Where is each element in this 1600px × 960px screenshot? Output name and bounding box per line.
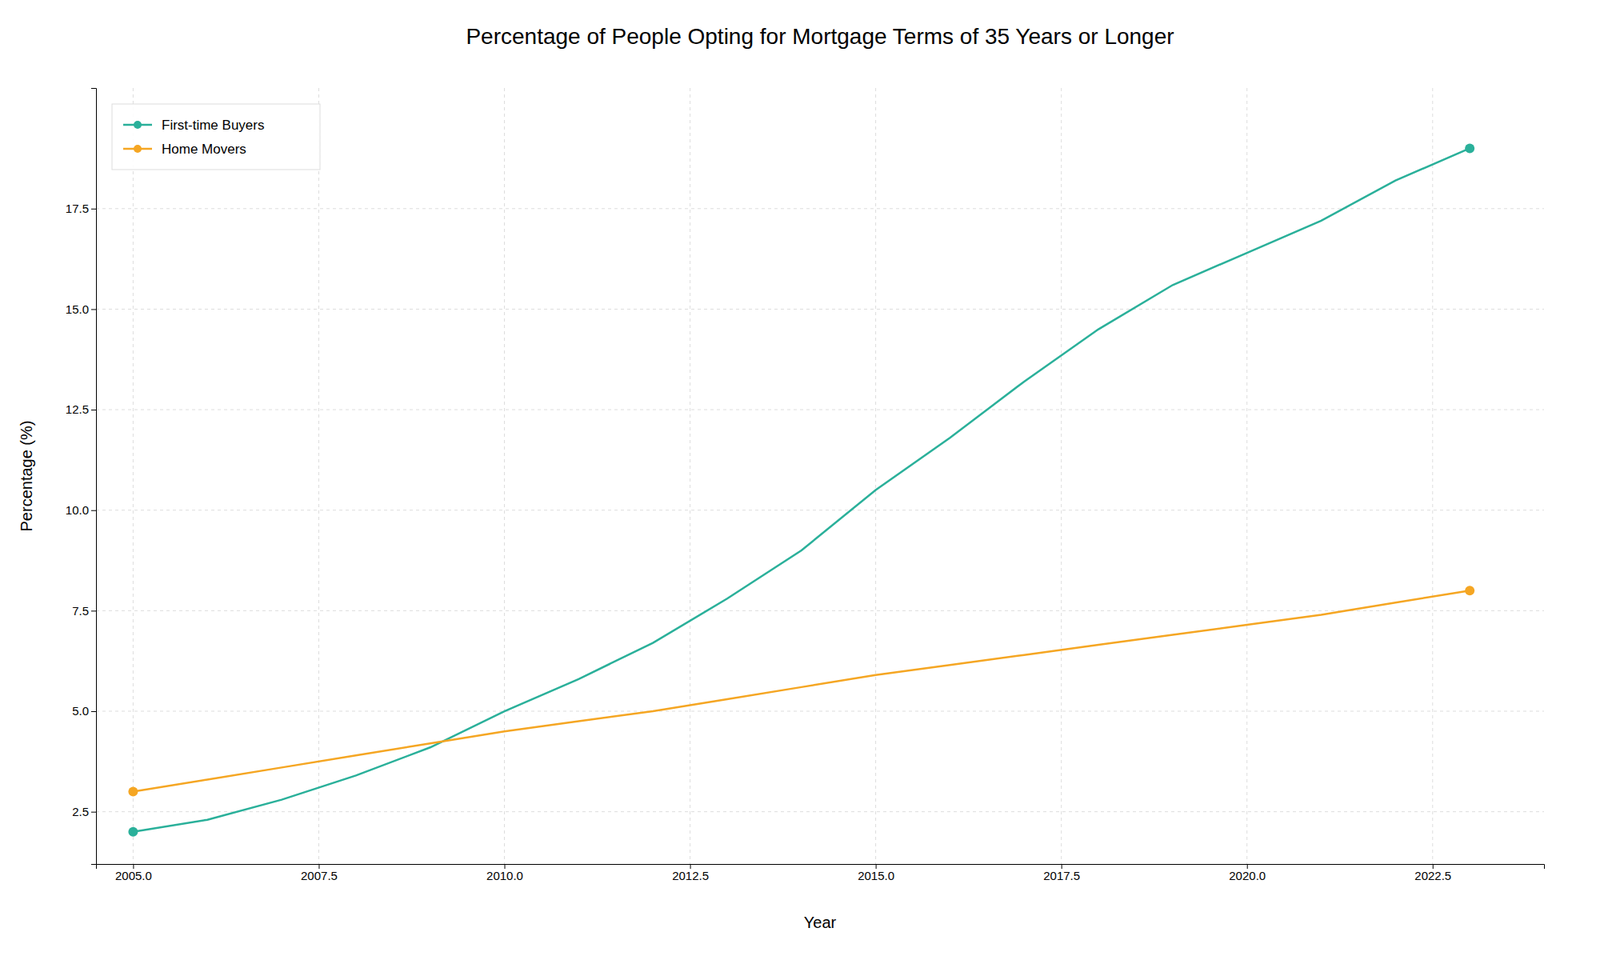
plot: 2005.0 2007.5 2010.0 2012.5 2015.0 2017.5 2020… bbox=[65, 88, 1545, 883]
tick: 2007.5 bbox=[300, 864, 338, 883]
tick-mark bbox=[91, 208, 96, 210]
tick: 12.5 bbox=[65, 402, 96, 416]
tick: 7.5 bbox=[72, 604, 96, 618]
tick-mark bbox=[91, 711, 96, 712]
grid-line bbox=[875, 88, 876, 864]
grid-line bbox=[1246, 88, 1248, 864]
legend-marker bbox=[133, 120, 142, 129]
legend-marker bbox=[133, 144, 142, 153]
marker bbox=[128, 827, 138, 837]
tick-mark bbox=[91, 308, 96, 310]
grid-line bbox=[689, 88, 691, 864]
x-axis: 2005.0 2007.5 2010.0 2012.5 2015.0 2017.5 2020… bbox=[96, 864, 1545, 883]
grid-line bbox=[318, 88, 320, 864]
grid-line bbox=[1060, 88, 1062, 864]
tick-label: 2010.0 bbox=[486, 868, 524, 883]
tick-mark bbox=[91, 409, 96, 411]
tick-mark bbox=[91, 510, 96, 512]
tick-label: 2012.5 bbox=[672, 868, 709, 883]
tick-mark bbox=[91, 610, 96, 612]
chart: 2005.0 2007.5 2010.0 2012.5 2015.0 2017.5 2020… bbox=[0, 0, 1600, 960]
tick: 17.5 bbox=[65, 201, 96, 216]
tick: 2005.0 bbox=[115, 864, 152, 883]
marker bbox=[1464, 143, 1475, 153]
grid-line bbox=[96, 208, 1544, 209]
grid-line bbox=[96, 409, 1544, 411]
legend-label: Home Movers bbox=[161, 141, 247, 157]
grid-line bbox=[96, 509, 1544, 511]
line bbox=[132, 590, 1470, 792]
x-axis-title: Year bbox=[804, 913, 837, 932]
y-axis-title: Percentage (%) bbox=[17, 420, 36, 532]
tick-label: 2007.5 bbox=[300, 868, 338, 883]
grid-line bbox=[96, 711, 1544, 712]
tick-label: 2020.0 bbox=[1228, 868, 1266, 883]
tick-label: 2015.0 bbox=[857, 868, 895, 883]
tick-label: 10.0 bbox=[65, 503, 89, 517]
tick-label: 15.0 bbox=[65, 302, 89, 316]
grid-line bbox=[1432, 88, 1433, 864]
tick: 2010.0 bbox=[486, 864, 524, 883]
tick: 2012.5 bbox=[672, 864, 709, 883]
grid-line bbox=[96, 610, 1544, 612]
tick: 2015.0 bbox=[857, 864, 895, 883]
grid-line bbox=[96, 308, 1544, 310]
tick-label: 7.5 bbox=[72, 604, 89, 618]
tick-label: 17.5 bbox=[65, 201, 89, 216]
legend-label: First-time Buyers bbox=[161, 117, 264, 133]
tick-label: 2.5 bbox=[72, 804, 89, 819]
marker bbox=[1464, 585, 1475, 596]
axis-line bbox=[91, 88, 97, 865]
y-axis: 2.5 5.0 7.5 10.0 12.5 15.0 17.5 bbox=[65, 88, 97, 865]
marker bbox=[128, 787, 138, 797]
tick-mark bbox=[91, 812, 96, 813]
grid bbox=[96, 88, 1544, 864]
tick-label: 12.5 bbox=[65, 402, 89, 416]
grid-line bbox=[132, 88, 134, 864]
grid-line bbox=[96, 811, 1544, 812]
legend: First-time Buyers Home Movers bbox=[112, 104, 320, 170]
tick: 2020.0 bbox=[1228, 864, 1266, 883]
title: Percentage of People Opting for Mortgage… bbox=[465, 24, 1174, 49]
tick: 2022.5 bbox=[1414, 864, 1452, 883]
tick-label: 2017.5 bbox=[1043, 868, 1080, 883]
series-group bbox=[128, 143, 1475, 836]
line bbox=[132, 148, 1470, 832]
tick: 2017.5 bbox=[1043, 864, 1080, 883]
tick: 10.0 bbox=[65, 503, 96, 517]
legend-box bbox=[112, 104, 320, 170]
tick-label: 2022.5 bbox=[1414, 868, 1452, 883]
tick-label: 5.0 bbox=[72, 704, 89, 718]
tick: 2.5 bbox=[72, 804, 96, 819]
tick-label: 2005.0 bbox=[115, 868, 152, 883]
tick: 15.0 bbox=[65, 302, 96, 316]
tick: 5.0 bbox=[72, 704, 96, 718]
grid-line bbox=[504, 88, 505, 864]
